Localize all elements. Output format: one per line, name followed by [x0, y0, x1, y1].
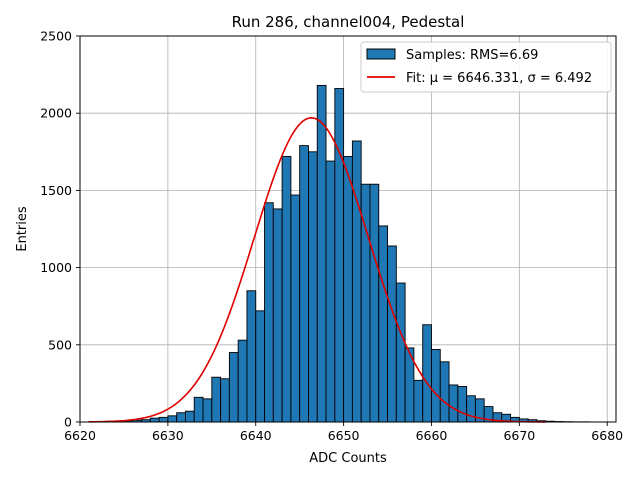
x-tick-label: 6630	[152, 428, 184, 443]
y-axis-label: Entries	[15, 206, 30, 252]
histogram-bar	[228, 352, 239, 423]
histogram-bar	[184, 410, 195, 423]
histogram-bar	[246, 290, 257, 423]
x-tick-label: 6670	[503, 428, 535, 443]
x-axis-ticks: 6620 6630 6640 6650 6660 6670 6680	[64, 422, 623, 443]
histogram-bar	[439, 361, 450, 423]
histogram-bar	[378, 225, 388, 423]
y-tick-label: 2000	[40, 106, 72, 121]
histogram-bar	[237, 339, 248, 423]
x-tick-label: 6680	[591, 428, 623, 443]
legend-label-samples: Samples: RMS=6.69	[406, 48, 538, 63]
histogram-bar	[387, 245, 397, 423]
histogram-bar	[255, 310, 265, 423]
histogram-bar	[422, 324, 432, 423]
histogram-bar	[290, 194, 301, 423]
histogram-bar	[211, 376, 222, 423]
histogram-bar	[281, 155, 292, 423]
chart-title: Run 286, channel004, Pedestal	[232, 13, 465, 31]
histogram-bar	[193, 396, 204, 423]
x-tick-label: 6640	[240, 428, 272, 443]
legend-label-fit: Fit: μ = 6646.331, σ = 6.492	[406, 71, 592, 86]
x-tick-label: 6650	[328, 428, 360, 443]
x-tick-label: 6660	[416, 428, 448, 443]
histogram-bar	[466, 395, 476, 423]
histogram-bar	[308, 151, 318, 423]
histogram-bar	[325, 160, 336, 423]
y-axis-ticks: 0 500 1000 1500 2000 2500	[40, 29, 80, 430]
histogram-bar	[351, 140, 362, 423]
histogram-bar	[158, 416, 169, 423]
histogram-bar	[369, 183, 380, 423]
plot-frame	[79, 35, 617, 423]
y-tick-label: 1000	[40, 260, 72, 275]
histogram-bar	[448, 384, 459, 423]
histogram-bar	[334, 88, 345, 423]
histogram-bar	[299, 145, 309, 423]
histogram-bar	[176, 412, 186, 423]
histogram-bar	[431, 348, 441, 423]
legend-swatch-samples	[366, 48, 396, 60]
y-tick-label: 500	[48, 337, 72, 352]
histogram-bar	[413, 379, 424, 423]
histogram-bar	[343, 155, 353, 423]
y-tick-label: 2500	[40, 29, 72, 44]
histogram-bars	[88, 84, 591, 423]
histogram-bar	[264, 202, 274, 423]
fit-curve	[88, 117, 546, 423]
histogram-bar	[202, 398, 213, 423]
histogram-bar	[316, 84, 327, 423]
y-tick-label: 0	[64, 415, 72, 430]
histogram-bar	[272, 208, 283, 423]
x-tick-label: 6620	[64, 428, 96, 443]
histogram-bar	[220, 378, 230, 423]
histogram-bar	[149, 417, 160, 423]
histogram-bar	[167, 415, 178, 423]
legend: Samples: RMS=6.69 Fit: μ = 6646.331, σ =…	[360, 41, 612, 93]
legend-box	[360, 41, 612, 93]
histogram-bar	[457, 386, 468, 423]
x-axis-label: ADC Counts	[309, 451, 387, 466]
y-tick-label: 1500	[40, 183, 72, 198]
histogram-bar	[395, 282, 406, 423]
